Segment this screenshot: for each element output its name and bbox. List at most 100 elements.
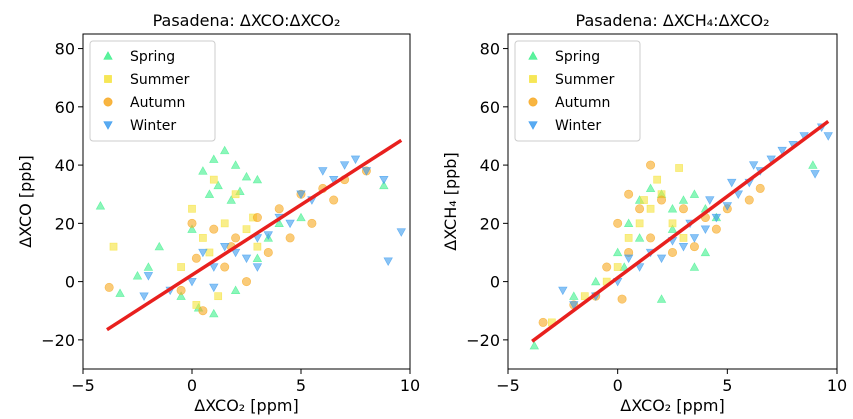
data-point-winter — [296, 190, 306, 200]
data-point-summer — [188, 204, 196, 213]
legend-marker-winter — [103, 121, 113, 130]
y-tick-label: 20 — [480, 214, 500, 233]
data-point-summer — [205, 248, 214, 257]
data-point-winter — [285, 219, 295, 229]
data-point-autumn — [263, 247, 273, 257]
data-point-autumn — [198, 306, 208, 316]
data-point-spring — [132, 270, 143, 280]
data-point-winter — [383, 257, 393, 267]
data-point-spring — [689, 262, 700, 271]
legend-label-summer: Summer — [555, 72, 615, 88]
fit-line — [531, 119, 830, 343]
data-point-autumn — [242, 277, 252, 287]
data-point-summer — [214, 292, 223, 301]
legend: Spring Summer Autumn Winter — [514, 40, 641, 142]
x-tick-label: 0 — [187, 376, 197, 395]
data-point-summer — [624, 234, 633, 242]
data-point-spring — [379, 180, 389, 190]
y-tick-label: −20 — [41, 331, 75, 350]
plot-area — [529, 119, 833, 350]
x-tick-label: 10 — [827, 376, 847, 395]
data-point-autumn — [274, 204, 284, 214]
legend-label-spring: Spring — [555, 49, 600, 65]
data-point-winter — [623, 254, 634, 264]
legend-marker-summer — [104, 75, 112, 83]
data-point-winter — [209, 263, 219, 272]
data-point-autumn — [285, 233, 295, 243]
y-tick-label: 80 — [480, 40, 500, 59]
data-point-spring — [700, 247, 711, 257]
legend-label-winter: Winter — [130, 118, 176, 134]
data-point-autumn — [617, 294, 627, 304]
data-point-autumn — [191, 253, 201, 263]
y-tick-label: 0 — [65, 273, 75, 292]
data-point-spring — [529, 340, 540, 350]
data-point-summer — [199, 234, 207, 242]
data-point-summer — [242, 225, 251, 234]
chart-title: Pasadena: ΔXCO:ΔXCO₂ — [153, 11, 341, 30]
legend-label-spring: Spring — [130, 49, 175, 65]
data-point-winter — [143, 272, 154, 281]
data-point-spring — [230, 160, 241, 169]
data-point-winter — [748, 161, 759, 170]
data-point-winter — [396, 228, 406, 237]
data-point-winter — [727, 178, 737, 188]
data-point-spring — [591, 276, 601, 286]
data-point-spring — [667, 203, 678, 213]
data-point-autumn — [624, 189, 634, 199]
legend-marker-autumn — [103, 97, 113, 107]
data-point-summer — [635, 219, 644, 228]
data-point-autumn — [667, 247, 677, 257]
x-tick-label: 5 — [722, 376, 732, 395]
data-point-autumn — [220, 262, 230, 272]
data-point-winter — [139, 292, 149, 301]
x-axis-label: ΔXCO₂ [ppm] — [194, 396, 298, 415]
y-tick-label: 20 — [55, 214, 75, 233]
data-point-winter — [810, 170, 820, 179]
data-point-summer — [675, 164, 683, 172]
data-point-spring — [667, 224, 678, 233]
data-point-spring — [198, 166, 208, 175]
data-point-winter — [733, 190, 744, 200]
data-point-autumn — [613, 218, 623, 228]
data-point-winter — [263, 231, 274, 240]
data-point-spring — [808, 160, 818, 169]
legend-label-winter: Winter — [555, 118, 601, 134]
legend-label-summer: Summer — [130, 72, 190, 88]
data-point-spring — [634, 233, 645, 242]
chart-panel-1: −5 0 5 10 −20 0 20 40 60 80 Pasadena: ΔXCO:ΔXCO₂ ΔX… — [16, 11, 420, 415]
data-point-autumn — [711, 224, 721, 234]
data-point-summer — [109, 242, 118, 251]
data-point-spring — [115, 288, 125, 297]
data-point-summer — [613, 263, 622, 271]
data-point-winter — [318, 167, 328, 176]
data-point-autumn — [329, 195, 339, 205]
data-point-spring — [689, 189, 700, 198]
data-point-autumn — [307, 218, 317, 228]
data-point-winter — [328, 175, 339, 185]
data-point-spring — [187, 224, 197, 233]
y-tick-label: −20 — [466, 331, 500, 350]
data-point-autumn — [657, 195, 667, 205]
legend-marker-summer — [529, 75, 537, 83]
data-point-autumn — [635, 204, 645, 214]
data-point-spring — [678, 195, 689, 204]
y-tick-label: 60 — [55, 98, 75, 117]
legend-box — [514, 40, 641, 142]
data-point-autumn — [187, 218, 197, 228]
legend-marker-autumn — [528, 97, 538, 107]
data-point-winter — [656, 254, 667, 264]
data-point-spring — [619, 262, 629, 271]
data-point-summer — [668, 219, 677, 228]
data-point-autumn — [231, 233, 241, 243]
data-point-winter — [187, 277, 197, 287]
data-point-summer — [580, 292, 589, 301]
data-point-spring — [154, 241, 165, 251]
data-point-winter — [722, 202, 733, 211]
data-point-winter — [634, 263, 645, 272]
legend: Spring Summer Autumn Winter — [89, 40, 216, 142]
data-point-spring — [213, 180, 223, 190]
data-point-spring — [623, 218, 634, 228]
data-point-spring — [176, 291, 186, 300]
